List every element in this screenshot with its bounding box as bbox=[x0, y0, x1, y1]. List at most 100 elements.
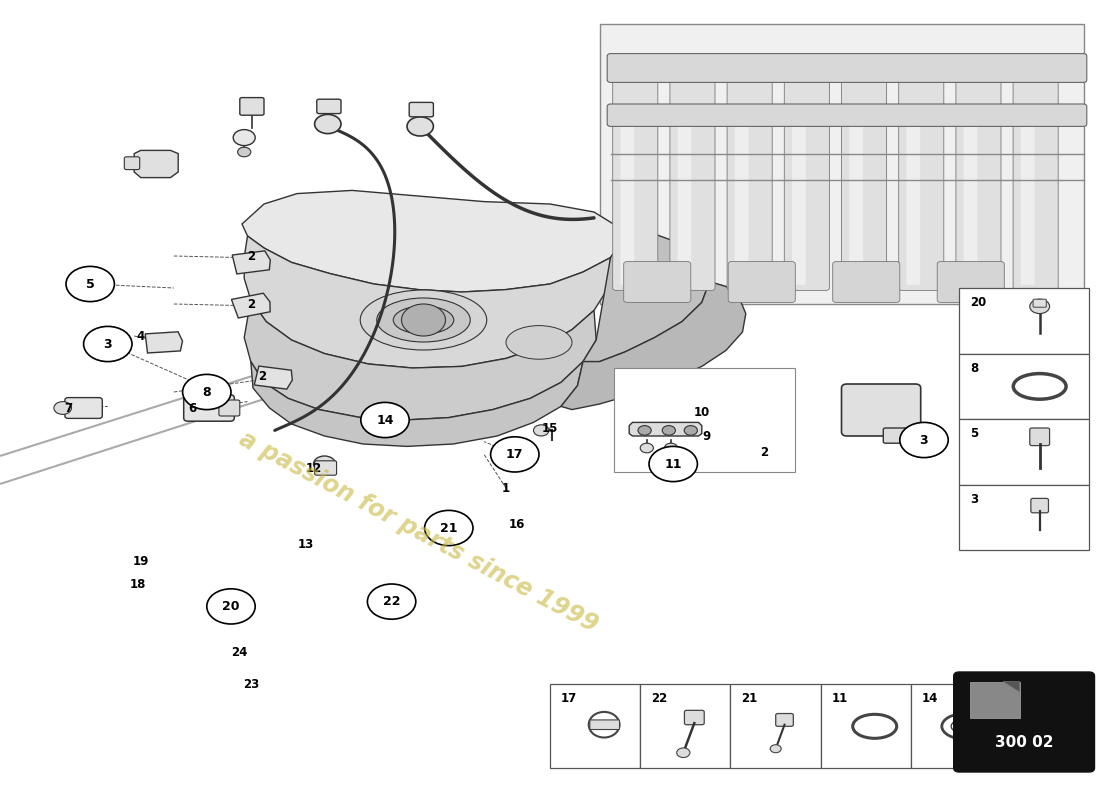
FancyBboxPatch shape bbox=[607, 54, 1087, 82]
Circle shape bbox=[207, 589, 255, 624]
Circle shape bbox=[54, 402, 72, 414]
Polygon shape bbox=[134, 150, 178, 178]
Text: 14: 14 bbox=[376, 414, 394, 426]
Text: 300 02: 300 02 bbox=[994, 735, 1054, 750]
Text: 2: 2 bbox=[257, 370, 266, 382]
Polygon shape bbox=[242, 190, 622, 292]
FancyBboxPatch shape bbox=[1031, 498, 1048, 513]
Circle shape bbox=[664, 443, 678, 453]
FancyBboxPatch shape bbox=[821, 684, 911, 768]
Text: 3: 3 bbox=[970, 493, 978, 506]
Ellipse shape bbox=[376, 298, 471, 342]
Text: 22: 22 bbox=[383, 595, 400, 608]
Text: 19: 19 bbox=[133, 555, 148, 568]
Circle shape bbox=[183, 374, 231, 410]
FancyBboxPatch shape bbox=[590, 720, 619, 730]
Ellipse shape bbox=[394, 306, 453, 334]
Text: 24: 24 bbox=[232, 646, 248, 658]
Text: 2: 2 bbox=[760, 446, 769, 458]
Circle shape bbox=[649, 446, 697, 482]
Polygon shape bbox=[629, 422, 702, 436]
Text: 11: 11 bbox=[664, 458, 682, 470]
Text: 8: 8 bbox=[970, 362, 979, 374]
FancyBboxPatch shape bbox=[315, 461, 337, 475]
Text: 23: 23 bbox=[243, 678, 258, 690]
FancyBboxPatch shape bbox=[883, 428, 910, 443]
FancyBboxPatch shape bbox=[728, 262, 795, 302]
Circle shape bbox=[534, 425, 549, 436]
Text: 13: 13 bbox=[298, 538, 314, 550]
Text: 22: 22 bbox=[651, 692, 668, 705]
Circle shape bbox=[238, 147, 251, 157]
FancyBboxPatch shape bbox=[439, 531, 460, 542]
Text: 2: 2 bbox=[246, 250, 255, 262]
FancyBboxPatch shape bbox=[727, 62, 772, 290]
Text: 14: 14 bbox=[922, 692, 938, 705]
FancyBboxPatch shape bbox=[624, 262, 691, 302]
Text: 5: 5 bbox=[86, 278, 95, 290]
FancyBboxPatch shape bbox=[607, 104, 1087, 126]
Ellipse shape bbox=[506, 326, 572, 359]
FancyBboxPatch shape bbox=[792, 126, 805, 285]
Text: 17: 17 bbox=[561, 692, 578, 705]
Text: 11: 11 bbox=[832, 692, 848, 705]
FancyBboxPatch shape bbox=[899, 62, 944, 290]
Text: 10: 10 bbox=[694, 406, 710, 418]
FancyBboxPatch shape bbox=[184, 395, 234, 421]
Polygon shape bbox=[583, 226, 710, 362]
Circle shape bbox=[425, 510, 473, 546]
Text: 3: 3 bbox=[920, 434, 928, 446]
Circle shape bbox=[491, 437, 539, 472]
Text: 9: 9 bbox=[702, 430, 711, 442]
FancyBboxPatch shape bbox=[613, 62, 658, 290]
Circle shape bbox=[66, 266, 114, 302]
Text: 18: 18 bbox=[130, 578, 145, 590]
FancyBboxPatch shape bbox=[842, 62, 887, 290]
Circle shape bbox=[770, 745, 781, 753]
Text: 12: 12 bbox=[306, 462, 321, 474]
FancyBboxPatch shape bbox=[959, 485, 1089, 550]
FancyBboxPatch shape bbox=[684, 710, 704, 725]
FancyBboxPatch shape bbox=[678, 126, 692, 285]
FancyBboxPatch shape bbox=[1021, 126, 1034, 285]
FancyBboxPatch shape bbox=[956, 62, 1001, 290]
Text: 5: 5 bbox=[970, 427, 979, 440]
FancyBboxPatch shape bbox=[620, 126, 634, 285]
Circle shape bbox=[640, 443, 653, 453]
FancyBboxPatch shape bbox=[849, 126, 862, 285]
FancyBboxPatch shape bbox=[959, 354, 1089, 419]
FancyBboxPatch shape bbox=[317, 99, 341, 114]
Text: 7: 7 bbox=[64, 402, 73, 414]
Text: 3: 3 bbox=[103, 338, 112, 350]
Text: 20: 20 bbox=[222, 600, 240, 613]
Text: 21: 21 bbox=[741, 692, 758, 705]
FancyBboxPatch shape bbox=[240, 98, 264, 115]
FancyBboxPatch shape bbox=[911, 684, 1001, 768]
Polygon shape bbox=[254, 366, 293, 389]
Text: 15: 15 bbox=[542, 422, 558, 434]
Circle shape bbox=[900, 422, 948, 458]
FancyBboxPatch shape bbox=[1033, 299, 1046, 307]
Polygon shape bbox=[244, 236, 611, 368]
FancyBboxPatch shape bbox=[776, 714, 793, 726]
FancyBboxPatch shape bbox=[937, 262, 1004, 302]
FancyBboxPatch shape bbox=[833, 262, 900, 302]
FancyBboxPatch shape bbox=[65, 398, 102, 418]
Polygon shape bbox=[251, 362, 583, 446]
FancyBboxPatch shape bbox=[614, 368, 795, 472]
Circle shape bbox=[233, 130, 255, 146]
Text: 21: 21 bbox=[440, 522, 458, 534]
FancyBboxPatch shape bbox=[600, 24, 1084, 304]
Text: 20: 20 bbox=[970, 296, 987, 309]
FancyBboxPatch shape bbox=[906, 126, 920, 285]
Polygon shape bbox=[244, 300, 596, 420]
Text: 1: 1 bbox=[502, 482, 510, 494]
Text: 16: 16 bbox=[509, 518, 525, 530]
FancyBboxPatch shape bbox=[219, 400, 240, 416]
Polygon shape bbox=[970, 682, 1020, 718]
FancyBboxPatch shape bbox=[670, 62, 715, 290]
Circle shape bbox=[676, 748, 690, 758]
FancyBboxPatch shape bbox=[550, 684, 640, 768]
FancyBboxPatch shape bbox=[842, 384, 921, 436]
Circle shape bbox=[662, 426, 675, 435]
